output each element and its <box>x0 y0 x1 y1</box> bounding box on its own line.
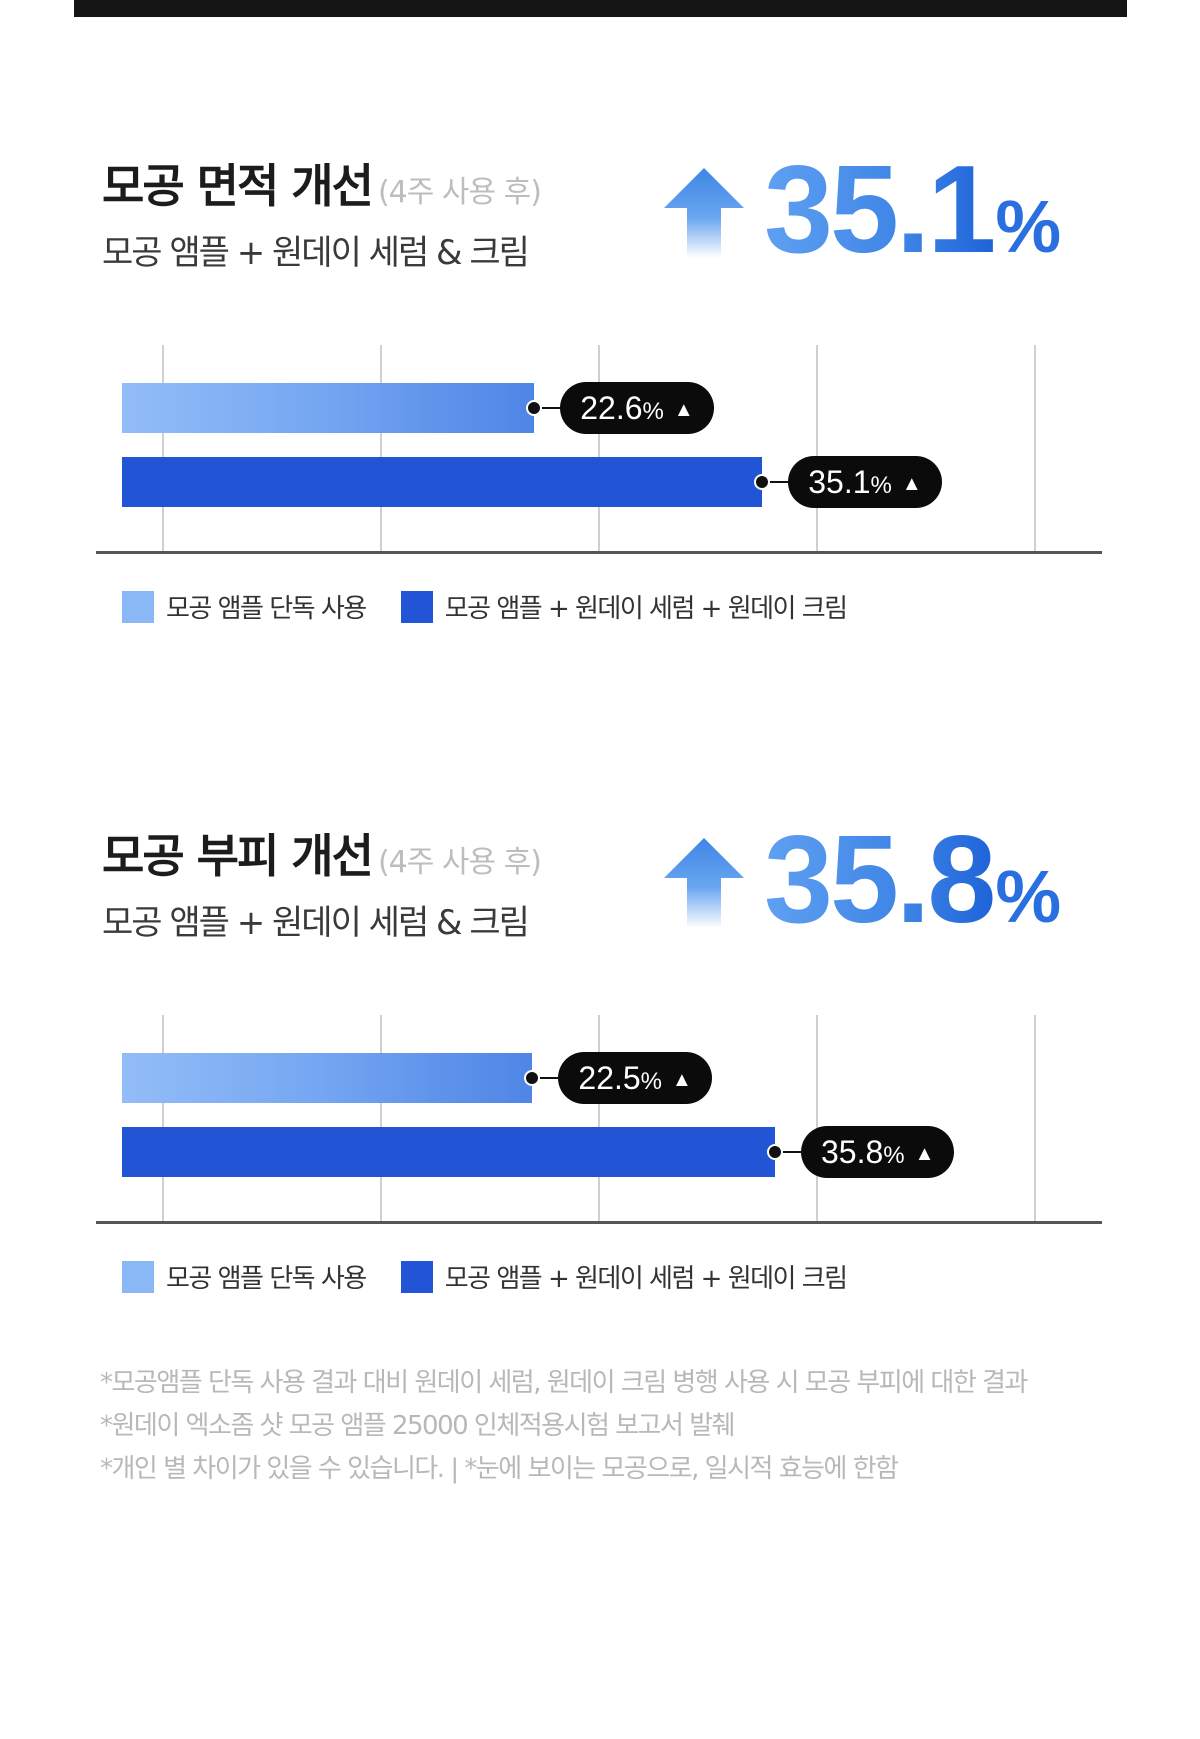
value-unit: % <box>640 1068 663 1095</box>
legend-item-combo: 모공 앰플 + 원데이 세럼 + 원데이 크림 <box>400 1258 848 1295</box>
bar-end-dot <box>524 1070 541 1086</box>
footnote-line: *원데이 엑소좀 샷 모공 앰플 25000 인체적용시험 보고서 발췌 <box>100 1411 736 1441</box>
bar-end-dot <box>754 474 771 490</box>
top-divider-bar <box>74 0 1127 17</box>
big-stat-value: 35.1 <box>764 141 996 279</box>
title-note: (4주 사용 후) <box>377 845 542 880</box>
value-label-ampoule-serum-cream: 35.1% ▲ <box>788 456 942 508</box>
triangle-up-icon: ▲ <box>673 399 694 421</box>
big-stat-unit: % <box>995 855 1061 938</box>
section-title: 모공 부피 개선 (4주 사용 후) <box>102 820 542 886</box>
section-title: 모공 면적 개선 (4주 사용 후) <box>102 150 542 216</box>
gridline <box>1034 345 1036 551</box>
footnote-line: *개인 별 차이가 있을 수 있습니다. | *눈에 보이는 모공으로, 일시적… <box>100 1454 899 1484</box>
gridline <box>598 1015 600 1221</box>
title-text: 모공 부피 개선 <box>102 829 374 883</box>
triangle-up-icon: ▲ <box>914 1143 935 1165</box>
value-label-ampoule-serum-cream: 35.8% ▲ <box>800 1126 955 1178</box>
legend-label: 모공 앰플 + 원데이 세럼 + 원데이 크림 <box>444 594 848 624</box>
label-connector <box>532 1077 559 1079</box>
big-stat: 35.8% <box>764 818 1061 942</box>
value-text: 35.1 <box>808 464 871 500</box>
up-arrow-icon <box>664 168 744 258</box>
triangle-up-icon: ▲ <box>672 1069 692 1091</box>
big-stat: 35.1% <box>764 148 1061 272</box>
chart-legend: 모공 앰플 단독 사용 모공 앰플 + 원데이 세럼 + 원데이 크림 <box>122 588 877 625</box>
legend-swatch-dark <box>400 590 433 623</box>
title-text: 모공 면적 개선 <box>102 159 374 213</box>
triangle-up-icon: ▲ <box>901 473 922 495</box>
value-unit: % <box>883 1142 905 1169</box>
gridline <box>598 345 600 551</box>
bar-end-dot <box>766 1144 783 1160</box>
value-text: 35.8 <box>820 1134 884 1170</box>
legend-label: 모공 앰플 단독 사용 <box>166 1264 367 1294</box>
footnotes: *모공앰플 단독 사용 결과 대비 원데이 세럼, 원데이 크림 병행 사용 시… <box>100 1362 1028 1491</box>
legend-label: 모공 앰플 단독 사용 <box>166 594 367 624</box>
legend-swatch-light <box>122 590 154 623</box>
bar-end-dot <box>526 400 543 416</box>
big-stat-unit: % <box>995 185 1061 268</box>
gridline <box>162 1015 164 1221</box>
gridline <box>162 345 164 551</box>
label-connector <box>762 481 789 483</box>
chart-legend: 모공 앰플 단독 사용 모공 앰플 + 원데이 세럼 + 원데이 크림 <box>122 1258 877 1295</box>
section-subtitle: 모공 앰플 + 원데이 세럼 & 크림 <box>102 903 530 943</box>
legend-item-ampoule-only: 모공 앰플 단독 사용 <box>122 588 367 625</box>
legend-swatch-dark <box>400 1260 433 1293</box>
label-connector <box>774 1151 801 1153</box>
bar-ampoule-only <box>122 383 535 433</box>
pore-volume-section: 모공 부피 개선 (4주 사용 후) 모공 앰플 + 원데이 세럼 & 크림 35… <box>0 670 1200 1294</box>
pore-area-section: 모공 면적 개선 (4주 사용 후) 모공 앰플 + 원데이 세럼 & 크림 35… <box>0 0 1200 624</box>
legend-item-ampoule-only: 모공 앰플 단독 사용 <box>122 1258 367 1295</box>
gridline <box>380 1015 382 1221</box>
gridline <box>380 345 382 551</box>
bar-ampoule-only <box>122 1053 533 1103</box>
label-connector <box>534 407 561 409</box>
x-axis-baseline <box>96 551 1102 554</box>
bar-chart: 22.5% ▲ 35.8% ▲ 모공 앰플 단독 사용 모공 앰플 + 원데이 세럼… <box>0 670 1200 1294</box>
gridline <box>816 1015 818 1221</box>
legend-label: 모공 앰플 + 원데이 세럼 + 원데이 크림 <box>444 1264 848 1294</box>
value-label-ampoule-only: 22.5% ▲ <box>558 1052 712 1104</box>
footnote-line: *모공앰플 단독 사용 결과 대비 원데이 세럼, 원데이 크림 병행 사용 시… <box>100 1368 1028 1398</box>
value-text: 22.6 <box>580 390 643 426</box>
bar-ampoule-serum-cream <box>122 457 763 507</box>
bar-ampoule-serum-cream <box>122 1127 775 1177</box>
legend-item-combo: 모공 앰플 + 원데이 세럼 + 원데이 크림 <box>400 588 848 625</box>
up-arrow-icon <box>664 838 744 928</box>
value-label-ampoule-only: 22.6% ▲ <box>560 382 714 434</box>
gridline <box>816 345 818 551</box>
section-subtitle: 모공 앰플 + 원데이 세럼 & 크림 <box>102 233 530 273</box>
big-stat-value: 35.8 <box>764 811 996 949</box>
value-unit: % <box>642 398 664 425</box>
x-axis-baseline <box>96 1221 1102 1224</box>
bar-chart: 22.6% ▲ 35.1% ▲ 모공 앰플 단독 사용 모공 앰플 + 원데이 세럼… <box>0 0 1200 624</box>
gridline <box>1034 1015 1036 1221</box>
title-note: (4주 사용 후) <box>377 175 542 210</box>
value-unit: % <box>870 472 892 499</box>
value-text: 22.5 <box>578 1060 641 1096</box>
legend-swatch-light <box>122 1260 154 1293</box>
